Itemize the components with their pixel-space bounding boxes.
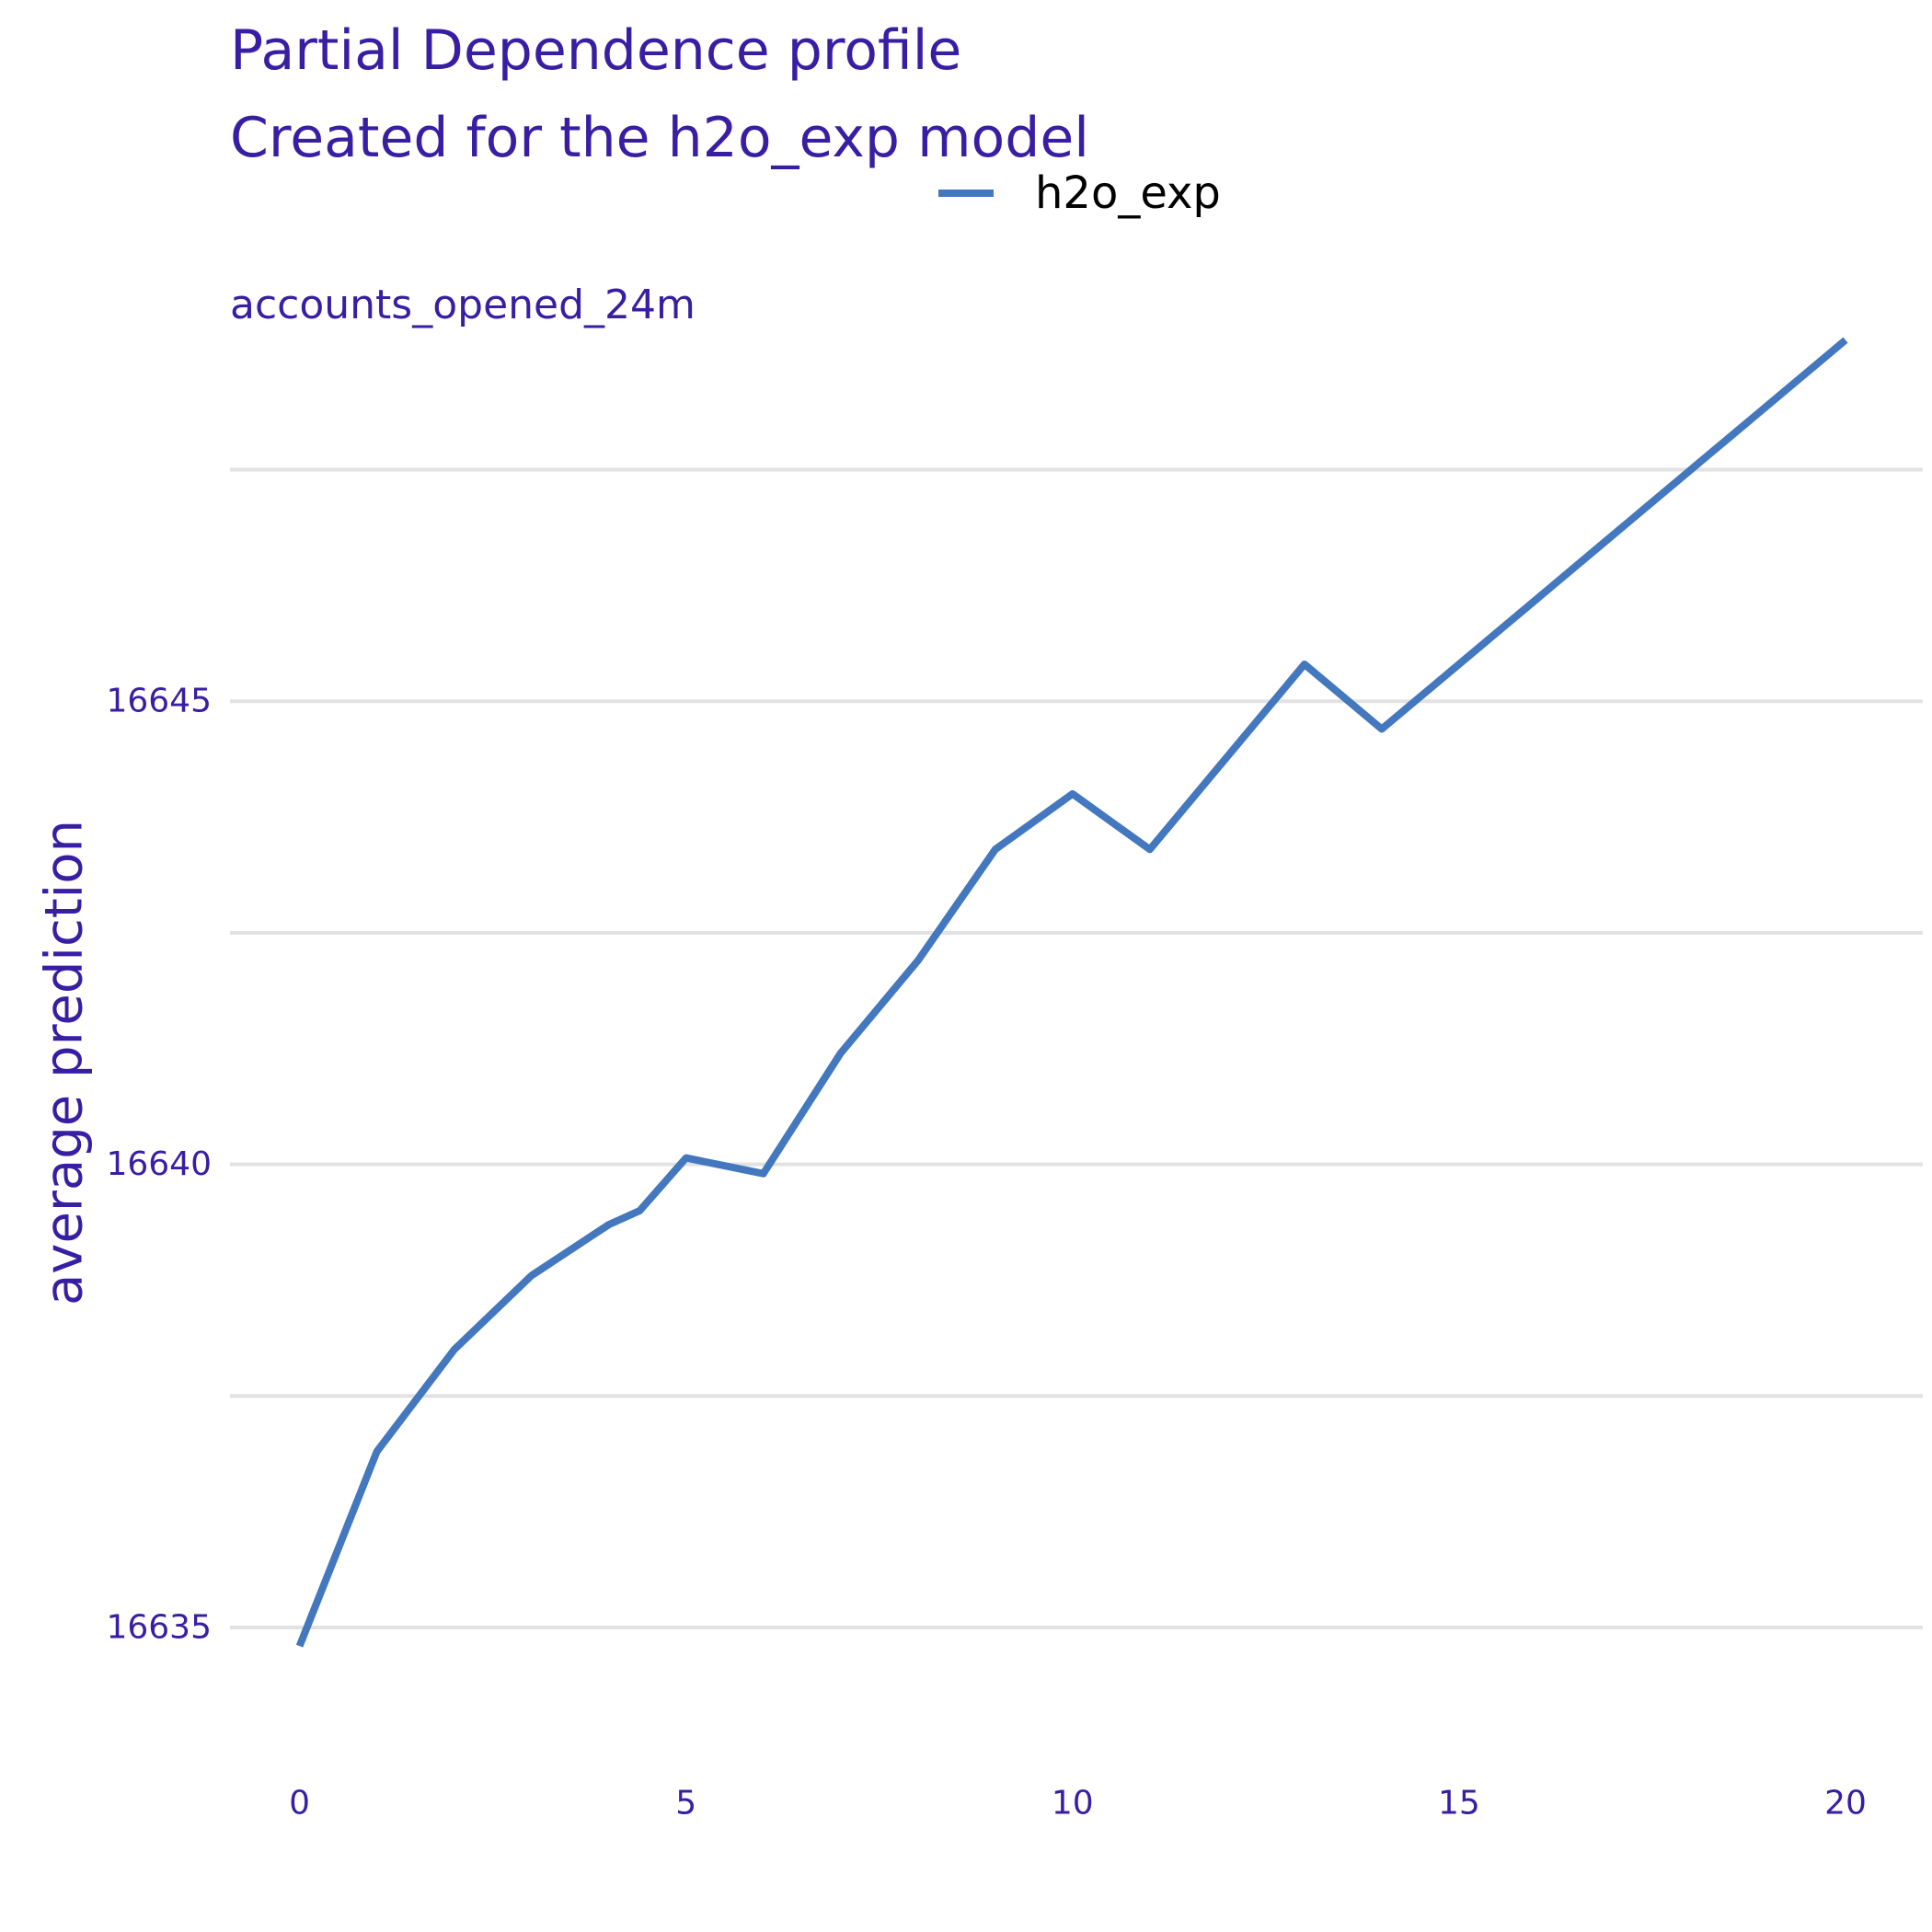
x-tick-label: 10 xyxy=(1052,1785,1094,1823)
legend: h2o_exp xyxy=(938,166,1221,221)
chart-subtitle: Created for the h2o_exp model xyxy=(230,106,1089,170)
y-tick-label: 16635 xyxy=(106,1609,212,1647)
x-tick-label: 20 xyxy=(1824,1785,1867,1823)
x-tick-label: 0 xyxy=(289,1785,310,1823)
chart-title: Partial Dependence profile xyxy=(230,18,962,83)
legend-swatch xyxy=(938,190,994,197)
legend-label: h2o_exp xyxy=(1035,167,1221,219)
y-tick-label: 16645 xyxy=(106,683,212,720)
x-tick-label: 15 xyxy=(1438,1785,1480,1823)
x-tick-label: 5 xyxy=(675,1785,696,1823)
y-tick-label: 16640 xyxy=(106,1145,212,1183)
series-line-h2o_exp xyxy=(295,337,1848,1648)
facet-label: accounts_opened_24m xyxy=(230,282,696,328)
